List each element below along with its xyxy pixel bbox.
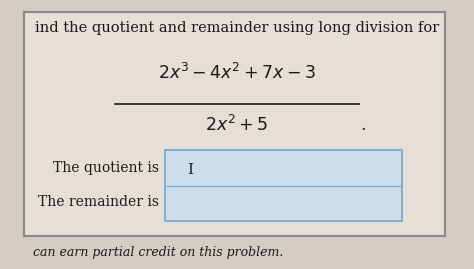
Text: $2x^3 - 4x^2 + 7x - 3$: $2x^3 - 4x^2 + 7x - 3$ [158, 63, 316, 83]
FancyBboxPatch shape [24, 12, 446, 236]
FancyBboxPatch shape [165, 150, 402, 221]
Text: ind the quotient and remainder using long division for: ind the quotient and remainder using lon… [35, 21, 439, 35]
Text: The remainder is: The remainder is [38, 195, 159, 209]
Text: .: . [360, 117, 365, 134]
Text: The quotient is: The quotient is [53, 161, 159, 175]
Text: can earn partial credit on this problem.: can earn partial credit on this problem. [33, 246, 283, 260]
Text: $2x^2 + 5$: $2x^2 + 5$ [205, 115, 269, 135]
Text: I: I [187, 162, 193, 176]
